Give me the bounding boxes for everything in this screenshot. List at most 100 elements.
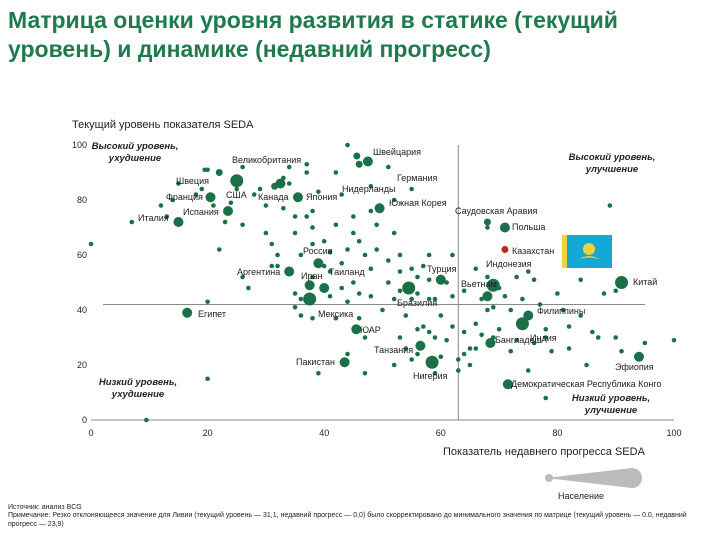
- data-point: [269, 241, 275, 247]
- data-point: [473, 321, 479, 327]
- data-point: [368, 183, 374, 189]
- data-point: [304, 214, 310, 219]
- point-label: Италия: [138, 213, 169, 223]
- data-point: [380, 307, 385, 313]
- data-point: [316, 189, 321, 195]
- point-label: Россия: [303, 246, 333, 256]
- data-point: [292, 291, 298, 296]
- data-point: [222, 219, 228, 225]
- data-point: [269, 263, 275, 269]
- data-point: [333, 222, 339, 228]
- data-point: [415, 274, 420, 280]
- data-point: [310, 315, 315, 321]
- data-point: [351, 280, 356, 285]
- data-point-labeled: [223, 206, 234, 216]
- point-label: Казахстан: [512, 246, 554, 256]
- data-point: [351, 214, 356, 219]
- point-label: США: [226, 190, 247, 200]
- data-point: [578, 277, 584, 283]
- data-point: [356, 238, 362, 244]
- data-point: [246, 285, 251, 291]
- data-point: [485, 225, 490, 230]
- data-point: [345, 142, 350, 148]
- data-point: [520, 296, 525, 302]
- data-point-labeled: [486, 278, 500, 292]
- data-point-labeled: [515, 317, 529, 331]
- quadrant-label: ухудшение: [108, 153, 162, 164]
- point-label: Пакистан: [296, 357, 335, 367]
- data-point: [490, 304, 496, 310]
- data-point: [531, 340, 537, 346]
- x-axis-label: Показатель недавнего прогресса SEDA: [443, 446, 645, 458]
- data-point-labeled: [435, 274, 446, 285]
- data-point-labeled: [292, 192, 303, 203]
- data-point: [467, 362, 473, 368]
- x-tick-label: 80: [552, 428, 562, 438]
- data-point: [386, 280, 391, 285]
- x-tick-label: 0: [88, 428, 93, 438]
- data-point: [144, 417, 149, 423]
- data-point: [327, 269, 333, 274]
- data-point-labeled: [634, 351, 645, 362]
- data-point-labeled: [351, 324, 362, 335]
- quadrant-label: Низкий уровень,: [572, 393, 650, 404]
- data-point: [432, 370, 438, 376]
- data-point-labeled: [362, 156, 373, 167]
- point-label: Германия: [397, 173, 437, 183]
- data-point: [531, 277, 537, 283]
- data-point-labeled: [319, 283, 330, 293]
- data-point: [496, 326, 502, 332]
- point-label: Великобритания: [232, 155, 301, 165]
- data-point: [386, 164, 391, 170]
- point-label: Египет: [198, 309, 226, 319]
- data-point: [298, 252, 304, 258]
- point-label: Испания: [183, 207, 219, 217]
- data-point: [397, 252, 403, 258]
- data-point: [555, 291, 560, 296]
- point-label: Бразилия: [397, 298, 437, 308]
- quadrant-label: улучшение: [585, 164, 639, 175]
- data-point-labeled: [355, 160, 363, 168]
- data-point: [205, 167, 210, 173]
- data-point: [362, 252, 368, 258]
- data-point: [211, 203, 216, 208]
- data-point: [333, 170, 339, 175]
- data-point: [345, 351, 350, 357]
- data-point: [386, 258, 391, 263]
- data-point: [339, 192, 344, 197]
- data-point: [421, 263, 426, 269]
- data-point: [368, 266, 374, 272]
- quadrant-label: Высокий уровень,: [92, 141, 179, 152]
- data-point-labeled: [284, 266, 295, 277]
- x-tick-label: 100: [666, 428, 681, 438]
- quadrant-label: Высокий уровень,: [569, 152, 656, 163]
- data-point: [409, 266, 414, 272]
- point-label: Эфиопия: [615, 362, 654, 372]
- data-point-labeled: [304, 280, 315, 291]
- data-point: [304, 161, 310, 167]
- point-label: Нигерия: [413, 371, 448, 381]
- data-point: [409, 296, 414, 302]
- x-tick-label: 40: [319, 428, 329, 438]
- legend-size-label: Население: [558, 491, 604, 501]
- data-point-labeled: [182, 307, 193, 318]
- y-tick-label: 80: [77, 195, 87, 205]
- data-point: [205, 376, 210, 382]
- data-point: [158, 203, 164, 208]
- data-point-labeled: [215, 169, 223, 176]
- data-point: [129, 219, 135, 225]
- data-point-labeled: [313, 258, 324, 269]
- data-point: [543, 326, 549, 332]
- point-label: Саудовская Аравия: [455, 206, 537, 216]
- data-point: [514, 337, 519, 343]
- data-point: [240, 222, 245, 228]
- data-point: [310, 274, 315, 280]
- data-point: [537, 302, 543, 307]
- data-point-labeled: [173, 217, 184, 227]
- data-point: [275, 252, 280, 258]
- data-point: [321, 238, 327, 244]
- data-point: [368, 293, 374, 299]
- data-point: [461, 351, 467, 357]
- data-point-labeled: [485, 338, 496, 348]
